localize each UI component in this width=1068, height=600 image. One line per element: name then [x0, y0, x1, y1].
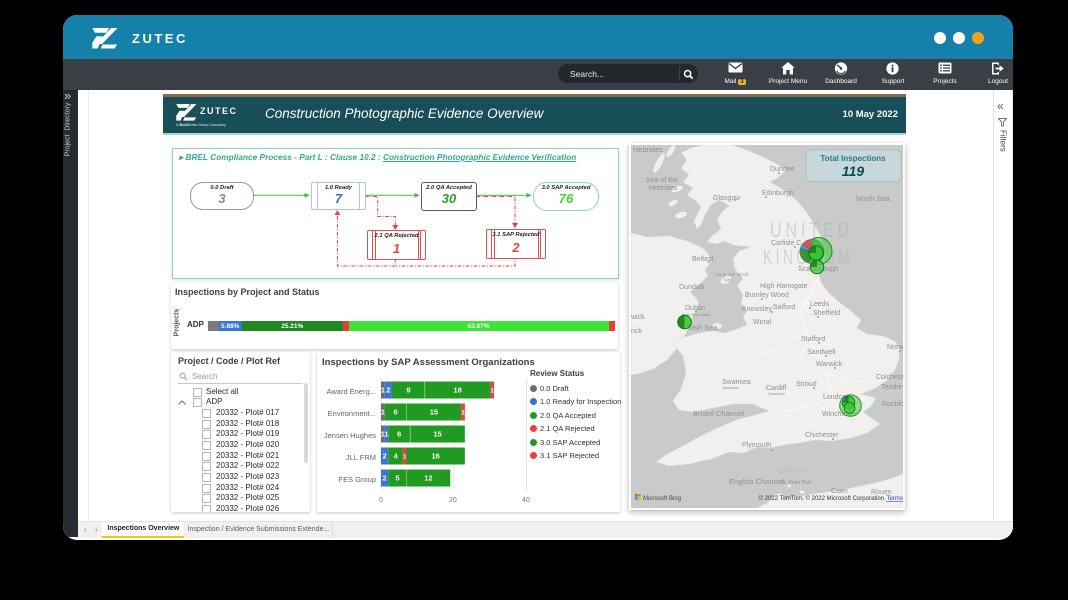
svg-text:1: 1	[381, 386, 385, 395]
svg-text:2: 2	[386, 386, 390, 395]
svg-text:Irish Sea: Irish Sea	[688, 323, 718, 332]
svg-text:11: 11	[381, 430, 389, 439]
svg-text:Belfast: Belfast	[692, 256, 713, 263]
svg-text:Terms: Terms	[887, 496, 903, 502]
svg-text:Wirral: Wirral	[753, 319, 772, 326]
svg-text:Hebrides: Hebrides	[633, 145, 663, 154]
svg-text:15: 15	[433, 430, 441, 439]
svg-text:© 2022 TomTom, © 2022 Microsof: © 2022 TomTom, © 2022 Microsoft Corporat…	[759, 495, 884, 502]
svg-text:Caen: Caen	[831, 488, 848, 495]
svg-text:Dundee: Dundee	[770, 166, 795, 173]
svg-text:9: 9	[406, 386, 410, 395]
svg-text:1: 1	[403, 454, 407, 461]
svg-text:Edinburgh: Edinburgh	[762, 190, 794, 197]
svg-text:Dundalk: Dundalk	[679, 284, 705, 291]
svg-text:Warwick: Warwick	[816, 361, 843, 368]
svg-text:ISLE OF MAN: ISLE OF MAN	[715, 272, 749, 277]
svg-text:Microsoft Bing: Microsoft Bing	[643, 496, 681, 502]
svg-text:6: 6	[397, 430, 401, 439]
svg-text:Leeds: Leeds	[810, 301, 830, 308]
svg-text:London: London	[823, 394, 846, 401]
svg-text:1: 1	[381, 408, 385, 417]
svg-text:English Channel: English Channel	[729, 477, 784, 486]
svg-text:Colchester: Colchester	[876, 374, 903, 381]
svg-text:Tendrin: Tendrin	[881, 384, 903, 391]
svg-text:Plymouth: Plymouth	[742, 442, 771, 449]
svg-text:6: 6	[394, 408, 398, 417]
svg-text:Sea of the: Sea of the	[646, 177, 678, 184]
svg-text:Stafford: Stafford	[801, 336, 825, 343]
svg-text:St. Peter Port: St. Peter Port	[781, 480, 812, 486]
svg-text:JERSEY: JERSEY	[779, 469, 808, 475]
svg-text:Norw: Norw	[887, 344, 903, 351]
svg-text:Baile Átha Cliath: Baile Átha Cliath	[682, 313, 710, 317]
svg-text:15: 15	[430, 408, 438, 417]
svg-text:12: 12	[424, 474, 432, 483]
svg-text:5: 5	[395, 474, 399, 483]
svg-text:Stroud: Stroud	[796, 381, 817, 388]
svg-text:Dublin: Dublin	[685, 305, 705, 312]
svg-text:1: 1	[461, 410, 465, 417]
svg-text:Glasgow: Glasgow	[713, 195, 741, 202]
svg-text:North Sea: North Sea	[856, 194, 891, 203]
svg-text:High Harrogate: High Harrogate	[760, 283, 808, 290]
svg-text:Hebrides: Hebrides	[649, 185, 678, 192]
svg-text:2: 2	[383, 452, 387, 461]
svg-text:18: 18	[453, 386, 461, 395]
svg-text:UNITED: UNITED	[770, 219, 853, 242]
svg-text:1: 1	[490, 388, 494, 395]
svg-text:Total Inspections: Total Inspections	[820, 154, 886, 163]
svg-text:rick: rick	[631, 328, 642, 335]
svg-text:Cardiff: Cardiff	[766, 385, 787, 392]
svg-text:Burnley Wood: Burnley Wood	[745, 292, 789, 299]
svg-text:2: 2	[383, 474, 387, 483]
svg-text:Abertawe: Abertawe	[723, 386, 739, 390]
svg-text:Knowsley: Knowsley	[742, 306, 772, 313]
svg-text:Sheffield: Sheffield	[813, 310, 840, 317]
svg-text:Rouen: Rouen	[871, 489, 892, 496]
svg-text:Chichester: Chichester	[805, 432, 839, 439]
svg-text:Carlisle C: Carlisle C	[771, 240, 801, 247]
svg-text:Bristol Channel: Bristol Channel	[693, 409, 744, 418]
svg-text:Caerdydd: Caerdydd	[768, 392, 784, 396]
svg-text:wick: wick	[631, 314, 645, 321]
svg-text:Rochford: Rochford	[882, 401, 903, 408]
svg-text:4: 4	[394, 452, 399, 461]
svg-text:(UK): (UK)	[724, 278, 733, 282]
svg-text:16: 16	[432, 452, 440, 461]
svg-text:119: 119	[842, 163, 865, 179]
svg-text:Winchester: Winchester	[822, 411, 858, 418]
svg-text:Swansea: Swansea	[722, 379, 751, 386]
svg-text:Salford: Salford	[773, 304, 795, 311]
svg-text:Sandwell: Sandwell	[807, 349, 836, 356]
